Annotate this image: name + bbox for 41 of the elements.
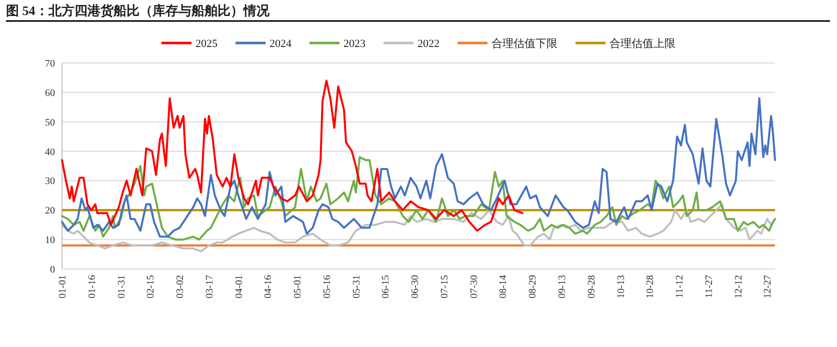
x-tick-label: 05-31 (351, 275, 362, 298)
y-tick-label: 70 (45, 58, 55, 70)
x-tick-label: 11-12 (674, 275, 686, 298)
x-tick-label: 04-01 (234, 275, 245, 298)
legend-label: 2024 (270, 38, 292, 50)
x-tick-label: 06-15 (380, 275, 392, 298)
chart-title: 图 54：北方四港货船比（库存与船舶比）情况 (6, 3, 270, 18)
legend-label: 合理估值下限 (492, 37, 558, 50)
y-tick-label: 30 (45, 176, 55, 188)
x-tick-label: 12-27 (762, 275, 774, 298)
x-tick-label: 11-27 (704, 275, 715, 298)
y-tick-label: 60 (45, 88, 55, 99)
legend-label: 2023 (344, 38, 366, 50)
x-tick-label: 09-13 (556, 275, 568, 298)
y-tick-label: 0 (50, 264, 55, 276)
x-tick-label: 01-01 (58, 275, 68, 298)
y-tick-label: 50 (45, 117, 55, 128)
legend-label: 2022 (418, 38, 440, 50)
x-tick-label: 01-16 (86, 275, 98, 298)
x-tick-label: 08-29 (528, 275, 539, 298)
x-tick-label: 02-15 (146, 275, 157, 298)
legend-label: 合理估值上限 (610, 37, 676, 50)
x-tick-label: 03-17 (204, 275, 216, 298)
x-tick-label: 03-02 (175, 275, 186, 298)
x-tick-label: 01-31 (116, 275, 128, 298)
legend-label: 2025 (196, 38, 218, 50)
y-tick-label: 40 (45, 146, 55, 158)
x-tick-label: 09-28 (586, 275, 598, 298)
line-series (61, 80, 524, 232)
x-tick-label: 08-14 (498, 275, 510, 298)
x-tick-label: 10-13 (616, 275, 627, 298)
x-tick-label: 07-30 (468, 275, 480, 298)
x-tick-label: 05-16 (322, 275, 333, 298)
x-tick-label: 06-30 (410, 275, 422, 298)
x-tick-label: 07-15 (439, 275, 450, 298)
y-tick-label: 20 (45, 206, 55, 217)
x-tick-label: 04-16 (263, 275, 274, 298)
y-tick-label: 10 (45, 235, 55, 246)
x-tick-label: 10-28 (645, 275, 656, 298)
x-tick-label: 12-12 (733, 275, 744, 298)
x-tick-label: 05-01 (292, 275, 304, 298)
